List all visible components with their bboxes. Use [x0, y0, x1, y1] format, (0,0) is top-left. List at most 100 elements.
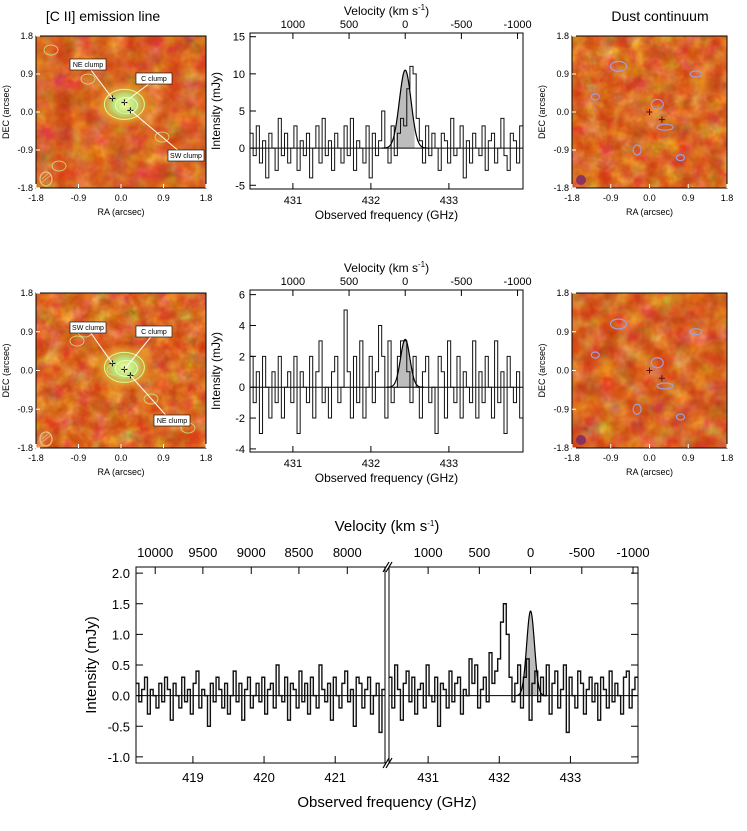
- y-tick-label: 0.5: [112, 658, 130, 673]
- left-frame: [135, 566, 386, 764]
- clump-label: SW clump: [170, 153, 202, 160]
- clump-label-box: [69, 321, 107, 334]
- dec-tick-label: -1.8: [553, 183, 569, 193]
- top-tick-label: -1000: [503, 19, 531, 31]
- top-tick-label-right: 1000: [414, 545, 443, 560]
- map-panel-4: -1.8 -0.9 0.0 0.9 1.8 1.8 0.9 0.0 -0.9 -1.8 RA (ar…: [537, 288, 733, 477]
- spectrum-panel-top: 431 432 433 -5 0 5 10 15 1000 500 0 -500 -1000 Observ…: [209, 3, 532, 222]
- y-tick-label: 1.0: [112, 627, 130, 642]
- y-axis-label: Intensity (mJy): [209, 332, 223, 410]
- dec-tick-label: 0.0: [20, 107, 33, 117]
- top-tick-label-right: 500: [468, 545, 490, 560]
- spectrum-panel-middle: 431 432 433 -4 -2 0 2 4 6 1000 500 0 -500 -1000 Observ…: [209, 260, 532, 485]
- cii-contour: [103, 88, 145, 120]
- dust-contour: [650, 357, 664, 369]
- dec-tick-label: 1.8: [20, 288, 33, 298]
- top-tick-label: 1000: [281, 276, 305, 288]
- dec-tick-label: -1.8: [17, 183, 33, 193]
- velocity-axis-label-main: Velocity (km s: [335, 518, 428, 535]
- dec-tick-label: -1.8: [17, 443, 33, 453]
- clump-label: NE clump: [73, 62, 103, 69]
- top-tick-label: 1000: [281, 19, 305, 31]
- x-tick-label-right: 431: [417, 770, 439, 785]
- spectrum-line-left: [136, 664, 385, 734]
- cii-secondary-contour: [154, 131, 170, 143]
- x-axis-label: Observed frequency (GHz): [315, 471, 458, 485]
- dust-contour: [675, 413, 686, 421]
- cii-secondary-contour: [51, 160, 67, 172]
- dec-tick-label: -0.9: [17, 404, 33, 414]
- velocity-axis-label: Velocity (km s-1): [335, 518, 440, 535]
- x-tick-label: 431: [284, 458, 302, 470]
- dust-contour: [632, 403, 642, 415]
- cii-contour: [103, 351, 145, 383]
- top-tick-label-right: -1000: [616, 545, 649, 560]
- y-tick-label: 1.5: [112, 597, 130, 612]
- top-tick-label: 500: [340, 19, 358, 31]
- y-tick-label: 0: [239, 143, 245, 155]
- clump-label-box: [135, 325, 173, 338]
- dec-tick-label: 1.8: [556, 288, 569, 298]
- ra-tick-label: 0.9: [682, 193, 695, 203]
- dec-axis-label: DEC (arcsec): [537, 85, 547, 139]
- ra-tick-label: -1.8: [564, 453, 580, 463]
- clump-pointer: [87, 328, 113, 364]
- cii-secondary-contour: [80, 73, 96, 85]
- dec-tick-label: 0.0: [556, 107, 569, 117]
- y-axis-label: Intensity (mJy): [83, 616, 100, 714]
- ra-tick-label: 0.9: [682, 453, 695, 463]
- beam-hatch: [40, 174, 52, 184]
- ra-tick-label: 0.0: [115, 193, 128, 203]
- top-tick-label: -500: [450, 19, 472, 31]
- axis-break-mark: [382, 757, 390, 769]
- dec-tick-label: 0.0: [556, 366, 569, 376]
- dust-beam: [576, 435, 586, 445]
- ra-tick-label: 1.8: [200, 193, 213, 203]
- top-tick-label: -1000: [503, 276, 531, 288]
- y-tick-label: -5: [235, 180, 245, 192]
- top-tick-label-left: 10000: [137, 545, 173, 560]
- velocity-axis-label-main: Velocity (km s: [344, 4, 418, 18]
- ra-tick-label: 1.8: [721, 193, 734, 203]
- y-tick-label: -1.0: [108, 750, 130, 765]
- clump-label-box: [69, 58, 107, 71]
- ra-tick-label: 0.0: [643, 193, 656, 203]
- top-tick-label: 500: [340, 276, 358, 288]
- dust-contour: [632, 144, 642, 156]
- dec-tick-label: 1.8: [556, 31, 569, 41]
- dust-contour: [656, 382, 674, 390]
- beam-hatch: [40, 434, 52, 444]
- dust-beam: [576, 175, 586, 185]
- map-panel-3: SW clump C clump NE clump -1.8 -0.9 0.0 0.9 1.8…: [1, 288, 212, 477]
- axis-break-mark: [382, 561, 390, 573]
- map-panel-1: NE clump C clump SW clump -1.8 -0.9 0.0 0.9 1.8…: [1, 31, 212, 217]
- x-tick-label: 432: [362, 458, 380, 470]
- cii-secondary-contour: [43, 44, 59, 56]
- y-tick-label: 4: [239, 320, 245, 332]
- y-tick-label: -0.5: [108, 719, 130, 734]
- spectrum-line: [250, 65, 523, 179]
- ra-tick-label: -1.8: [28, 453, 44, 463]
- dust-contour: [590, 93, 600, 101]
- y-tick-label: 2: [239, 351, 245, 363]
- ra-tick-label: 1.8: [721, 453, 734, 463]
- dust-contour: [656, 123, 674, 131]
- gaussian-fit-line: [386, 338, 424, 388]
- gaussian-fit-fill: [397, 339, 413, 388]
- dec-tick-label: 0.0: [20, 366, 33, 376]
- y-tick-label: -2: [235, 413, 245, 425]
- x-tick-label-left: 419: [182, 770, 204, 785]
- top-tick-label-left: 9500: [188, 545, 217, 560]
- dust-contour: [609, 318, 628, 330]
- ra-axis-label: RA (arcsec): [97, 207, 144, 217]
- velocity-axis-label-close: ): [425, 4, 429, 18]
- clump-label: C clump: [141, 329, 167, 336]
- cii-secondary-contour: [143, 393, 159, 405]
- clump-label-box: [153, 414, 191, 427]
- clump-pointer: [130, 110, 187, 158]
- ra-tick-label: -0.9: [71, 193, 87, 203]
- y-tick-label: 0: [239, 382, 245, 394]
- x-tick-label-right: 433: [560, 770, 582, 785]
- dec-tick-label: 1.8: [20, 31, 33, 41]
- dec-axis-label: DEC (arcsec): [1, 85, 11, 139]
